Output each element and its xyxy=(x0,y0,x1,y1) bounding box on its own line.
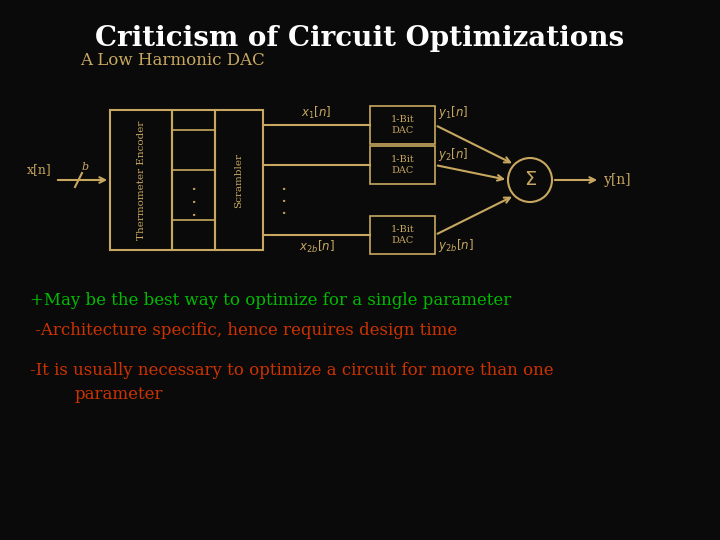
Text: -Architecture specific, hence requires design time: -Architecture specific, hence requires d… xyxy=(30,322,457,339)
Text: x[n]: x[n] xyxy=(27,163,52,176)
Text: .: . xyxy=(190,189,197,207)
Text: 1-Bit
DAC: 1-Bit DAC xyxy=(391,156,415,175)
Text: $x_{2b}[n]$: $x_{2b}[n]$ xyxy=(299,239,334,255)
Bar xyxy=(370,106,435,144)
Bar xyxy=(215,110,263,250)
Text: b: b xyxy=(82,162,89,172)
Text: $y_2[n]$: $y_2[n]$ xyxy=(438,146,469,163)
Bar xyxy=(370,216,435,254)
Text: $x_1[n]$: $x_1[n]$ xyxy=(301,105,332,121)
Text: +May be the best way to optimize for a single parameter: +May be the best way to optimize for a s… xyxy=(30,292,511,309)
Text: 1-Bit
DAC: 1-Bit DAC xyxy=(391,116,415,134)
Text: parameter: parameter xyxy=(75,386,163,403)
Text: .: . xyxy=(280,176,286,194)
Bar xyxy=(110,110,172,250)
Text: .: . xyxy=(280,188,286,206)
Text: $\Sigma$: $\Sigma$ xyxy=(523,171,536,189)
Text: .: . xyxy=(190,202,197,220)
Text: Scrambler: Scrambler xyxy=(235,152,243,207)
Text: $y_{2b}[n]$: $y_{2b}[n]$ xyxy=(438,237,474,254)
Text: 1-Bit
DAC: 1-Bit DAC xyxy=(391,225,415,245)
Text: .: . xyxy=(190,176,197,194)
Text: A Low Harmonic DAC: A Low Harmonic DAC xyxy=(80,52,265,69)
Bar xyxy=(370,146,435,184)
Text: y[n]: y[n] xyxy=(604,173,631,187)
Bar xyxy=(172,110,215,250)
Text: -It is usually necessary to optimize a circuit for more than one: -It is usually necessary to optimize a c… xyxy=(30,362,554,379)
Text: Thermometer Encoder: Thermometer Encoder xyxy=(137,120,145,240)
Text: Criticism of Circuit Optimizations: Criticism of Circuit Optimizations xyxy=(96,25,624,52)
Text: $y_1[n]$: $y_1[n]$ xyxy=(438,104,469,121)
Text: .: . xyxy=(280,200,286,218)
